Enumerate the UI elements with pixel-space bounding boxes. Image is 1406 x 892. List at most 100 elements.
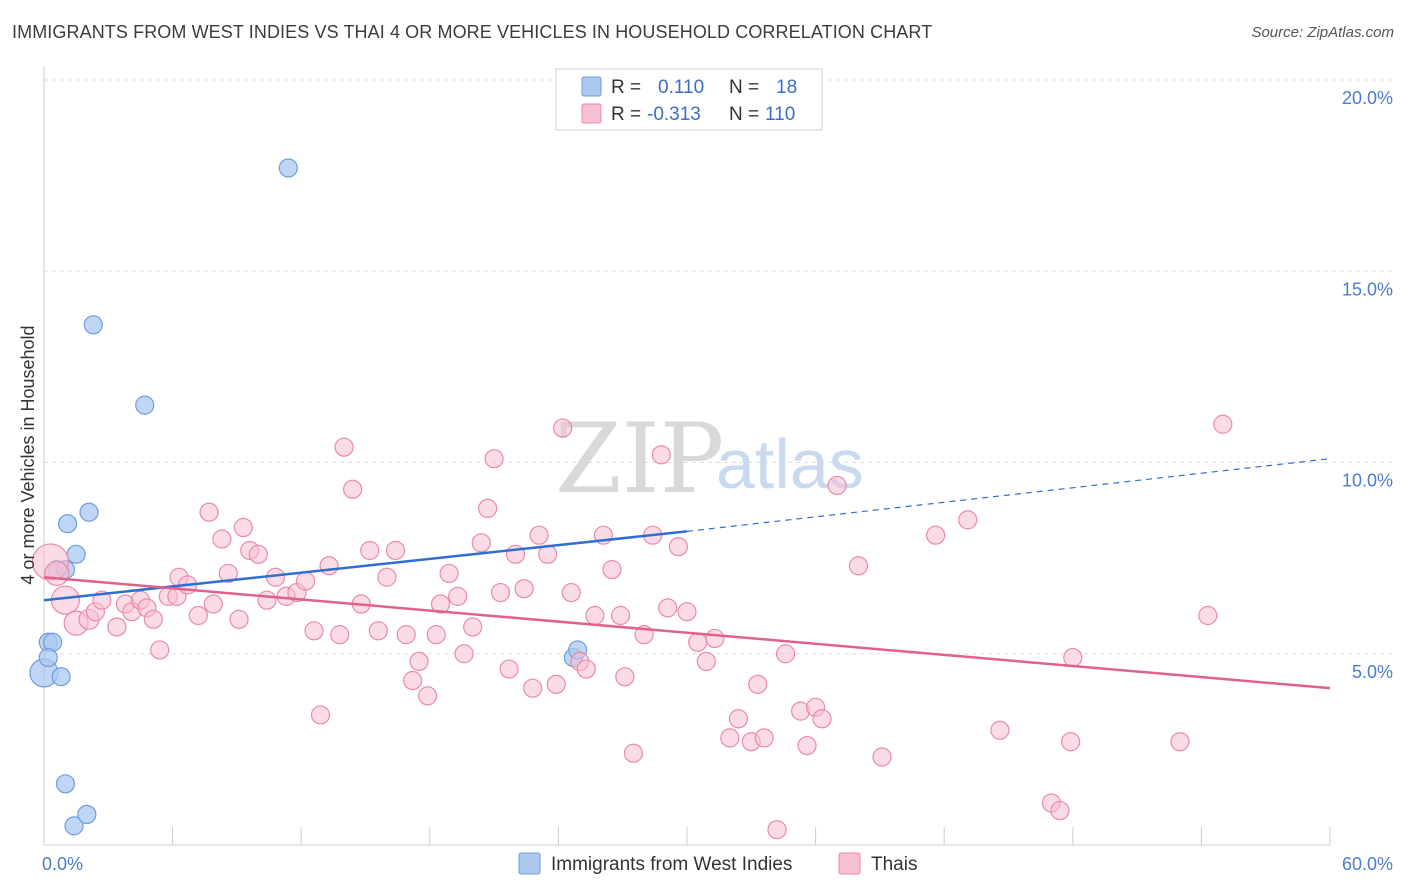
thais-point-45 [409, 651, 429, 672]
thais-point-67 [576, 659, 596, 679]
thais-point-82 [705, 628, 725, 649]
y-tick-labels: 5.0% 10.0% 15.0% 20.0% [1342, 88, 1393, 682]
trend-line-west-indies-extension [686, 458, 1331, 532]
thais-point-55 [484, 449, 504, 469]
thais-point-33 [310, 705, 331, 725]
thais-point-76 [651, 445, 671, 465]
legend-n-label-2: N = [729, 104, 759, 125]
thais-point-46 [418, 686, 438, 706]
thais-point-59 [514, 579, 534, 599]
west-indies-point-8 [57, 514, 78, 534]
series-west-indies-points [29, 158, 588, 836]
thais-point-35 [330, 625, 350, 645]
thais-point-72 [615, 667, 635, 687]
thais-point-23 [229, 609, 249, 629]
legend-r-value-2: -0.313 [647, 104, 701, 125]
west-indies-point-9 [79, 502, 99, 522]
watermark: ZIP atlas [555, 403, 864, 515]
thais-point-106 [1213, 414, 1233, 434]
bottom-legend: Immigrants from West Indies Thais [518, 852, 917, 875]
thais-point-49 [439, 563, 459, 584]
thais-point-53 [471, 533, 491, 553]
thais-point-40 [368, 621, 388, 641]
thais-point-44 [403, 670, 423, 691]
thais-point-97 [926, 525, 946, 545]
thais-point-64 [553, 418, 573, 438]
axes [43, 67, 1331, 846]
thais-point-56 [490, 582, 511, 603]
bottom-legend-swatch-west-indies [518, 852, 541, 875]
thais-point-95 [848, 556, 869, 576]
thais-point-24 [233, 517, 253, 538]
x-tick-label-max: 60.0% [1342, 854, 1393, 874]
thais-point-93 [812, 709, 832, 729]
watermark-zip: ZIP [555, 403, 724, 515]
legend-r-label-2: R = [611, 104, 641, 125]
thais-point-39 [360, 540, 380, 561]
thais-point-68 [585, 605, 605, 626]
thais-point-43 [396, 625, 416, 645]
bottom-legend-label-west-indies: Immigrants from West Indies [551, 854, 792, 875]
legend-n-value-1: 18 [776, 77, 797, 98]
west-indies-point-3 [38, 647, 58, 668]
thais-point-104 [1170, 732, 1190, 752]
thais-point-13 [150, 640, 170, 660]
thais-point-20 [203, 594, 223, 614]
thais-point-7 [107, 617, 127, 637]
thais-point-71 [610, 605, 631, 626]
thais-point-50 [448, 586, 468, 606]
thais-point-47 [426, 625, 446, 645]
thais-point-63 [546, 674, 566, 694]
west-indies-point-12 [278, 158, 298, 178]
west-indies-point-14 [64, 816, 84, 836]
thais-point-27 [257, 590, 277, 610]
thais-point-84 [728, 709, 749, 729]
thais-point-65 [561, 582, 581, 603]
thais-point-48 [430, 594, 451, 614]
thais-point-54 [478, 498, 498, 518]
thais-point-80 [688, 632, 708, 652]
thais-point-37 [343, 479, 363, 499]
thais-point-1 [44, 560, 70, 587]
thais-point-21 [212, 529, 232, 549]
thais-point-70 [602, 559, 622, 580]
thais-point-60 [523, 678, 543, 698]
trend-line-west-indies [43, 530, 688, 602]
thais-point-86 [748, 674, 768, 694]
thais-point-103 [1063, 647, 1083, 668]
thais-point-51 [454, 644, 474, 664]
west-indies-point-4 [51, 667, 71, 687]
legend-box: R = 0.110 N = 18 R = -0.313 N = 110 [555, 68, 823, 131]
trend-line-thais [43, 576, 1331, 690]
thais-point-34 [319, 556, 339, 576]
x-tick-label-min: 0.0% [42, 854, 83, 874]
west-indies-point-7 [66, 544, 86, 564]
legend-r-label-1: R = [611, 77, 641, 98]
thais-point-61 [529, 525, 549, 545]
thais-point-87 [754, 728, 774, 748]
thais-point-105 [1198, 605, 1218, 626]
thais-point-101 [1050, 800, 1070, 821]
west-indies-point-10 [83, 315, 103, 335]
y-axis-label: 4 or more Vehicles in Household [18, 325, 38, 584]
thais-point-18 [188, 605, 208, 626]
y-tick-label-0: 5.0% [1352, 662, 1393, 682]
thais-point-78 [668, 537, 689, 557]
thais-point-99 [990, 720, 1010, 740]
legend-swatch-west-indies [581, 76, 602, 97]
thais-point-42 [385, 540, 406, 561]
thais-point-88 [767, 820, 787, 840]
west-indies-point-15 [77, 804, 97, 825]
thais-point-36 [334, 437, 354, 457]
thais-point-98 [958, 510, 978, 530]
thais-point-102 [1061, 732, 1081, 752]
thais-point-79 [677, 602, 697, 622]
thais-point-31 [295, 571, 316, 591]
y-tick-label-3: 20.0% [1342, 88, 1393, 108]
thais-point-89 [775, 644, 796, 664]
chart-title: IMMIGRANTS FROM WEST INDIES VS THAI 4 OR… [12, 22, 933, 42]
thais-point-22 [218, 563, 238, 584]
legend-r-value-1: 0.110 [658, 77, 704, 98]
thais-point-73 [623, 743, 644, 763]
